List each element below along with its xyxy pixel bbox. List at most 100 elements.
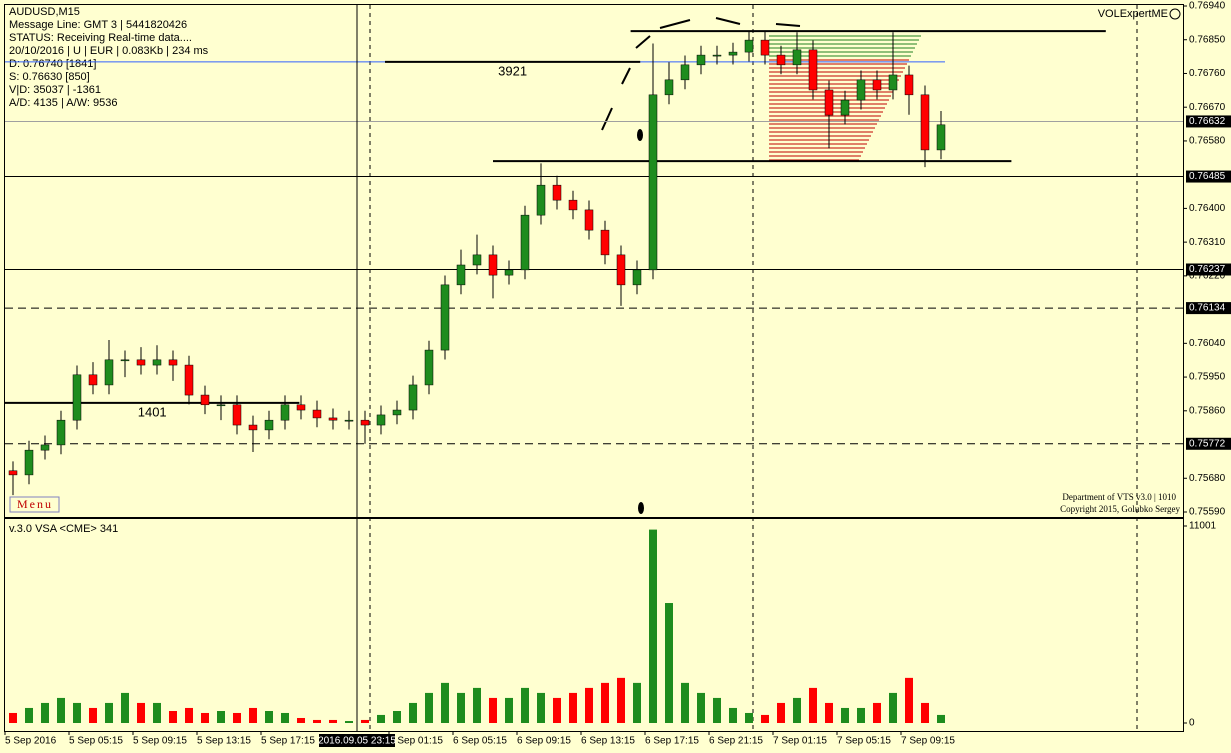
y-tick-label: 0.75860: [1189, 405, 1226, 416]
candle-body: [408, 384, 418, 411]
candle-body: [168, 359, 178, 366]
candle-body: [248, 424, 258, 431]
volume-bar: [9, 712, 17, 723]
menu-button-frame[interactable]: [9, 496, 60, 513]
marker: [637, 129, 643, 141]
candle-body: [488, 254, 498, 276]
volume-bar: [313, 719, 321, 723]
volume-bar: [777, 702, 785, 723]
volume-bar: [105, 702, 113, 723]
volume-bar: [409, 702, 417, 723]
volume-bar: [249, 707, 257, 723]
volume-bar: [233, 712, 241, 723]
candle-body: [216, 404, 226, 407]
volume-bar: [441, 682, 449, 723]
x-tick-label: 5 Sep 2016: [5, 736, 57, 747]
candle-body: [120, 359, 130, 362]
y-tick-label: 0.75950: [1189, 372, 1226, 383]
candle-body: [552, 184, 562, 201]
x-tick-label: 5 Sep 13:15: [197, 736, 251, 747]
candle-body: [440, 284, 450, 351]
y-tick-label: 0.76670: [1189, 102, 1226, 113]
candle-body: [568, 199, 578, 211]
menu-button[interactable]: Menu: [9, 496, 60, 513]
credit-line: Department of VTS v3.0 | 1010: [1062, 492, 1176, 502]
x-tick-label: 6 Sep 09:15: [517, 736, 571, 747]
x-tick-label: 5 Sep 17:15: [261, 736, 315, 747]
candle-body: [824, 89, 834, 116]
price-box-label: 0.76485: [1189, 171, 1226, 182]
candle-body: [344, 419, 354, 422]
volume-bar: [729, 707, 737, 723]
volume-bar: [425, 692, 433, 723]
candle-body: [648, 94, 658, 271]
info-line: Message Line: GMT 3 | 5441820426: [9, 19, 187, 31]
volume-bar: [393, 711, 401, 723]
volume-bar: [921, 702, 929, 723]
candle-body: [920, 94, 930, 151]
price-box-label: 0.75772: [1189, 438, 1226, 449]
volume-bar: [537, 692, 545, 723]
chart-frame: [4, 4, 1184, 732]
info-line: S: 0.76630 [850]: [9, 71, 90, 83]
candle-body: [392, 409, 402, 416]
candle-body: [632, 269, 642, 286]
candle-body: [328, 417, 338, 421]
volume-bar: [633, 682, 641, 723]
price-box: [1186, 437, 1231, 450]
candle-body: [472, 254, 482, 266]
volume-bar: [745, 712, 753, 723]
menu-button-label[interactable]: Menu: [17, 497, 53, 511]
y-tick-label: 0.75680: [1189, 473, 1226, 484]
volume-bar: [601, 682, 609, 723]
candle-body: [792, 49, 802, 66]
y-tick-label: 0.76040: [1189, 338, 1226, 349]
volume-bar: [665, 603, 673, 723]
candle-body: [24, 449, 34, 476]
volume-bar: [841, 707, 849, 723]
level-label: 3921: [498, 63, 527, 78]
volume-bar: [57, 697, 65, 723]
candle-body: [680, 64, 690, 81]
candle-body: [744, 39, 754, 53]
candle-body: [872, 79, 882, 91]
price-box-label: 0.76237: [1189, 264, 1226, 275]
crosshair-box: [319, 734, 395, 747]
candle-body: [904, 74, 914, 96]
candle-body: [520, 214, 530, 271]
candle-body: [424, 349, 434, 386]
price-box: [1186, 115, 1231, 128]
candle-body: [72, 374, 82, 421]
candle-body: [600, 229, 610, 256]
volume-bar: [377, 714, 385, 723]
volume-bar: [905, 677, 913, 723]
x-tick-label: 6 Sep 21:15: [709, 736, 763, 747]
x-tick-label: 7 Sep 05:15: [837, 736, 891, 747]
candle-body: [456, 264, 466, 286]
candle-body: [8, 470, 18, 476]
x-tick-label: 6 Sep 01:15: [389, 736, 443, 747]
x-tick-label: 7 Sep 09:15: [901, 736, 955, 747]
volume-bar: [265, 711, 273, 723]
y-tick-label: 0.76580: [1189, 136, 1226, 147]
price-box: [1186, 263, 1231, 276]
candle-body: [712, 54, 722, 57]
info-line: V|D: 35037 | -1361: [9, 84, 101, 96]
candle-body: [728, 51, 738, 56]
candle-body: [696, 54, 706, 66]
crosshair-label: 2016.09.05 23:15: [318, 736, 396, 747]
volume-bar: [201, 712, 209, 723]
candle-body: [360, 419, 370, 426]
y-tick-label: 0.76850: [1189, 34, 1226, 45]
candle-body: [200, 394, 210, 406]
candle-body: [280, 404, 290, 421]
candle-body: [888, 74, 898, 91]
volume-bar: [217, 711, 225, 723]
volume-bar: [457, 692, 465, 723]
candle-body: [936, 124, 946, 151]
candle-body: [760, 39, 770, 56]
volume-bar: [89, 707, 97, 723]
volume-bar: [585, 687, 593, 723]
x-tick-label: 7 Sep 01:15: [773, 736, 827, 747]
volume-bar: [281, 712, 289, 723]
